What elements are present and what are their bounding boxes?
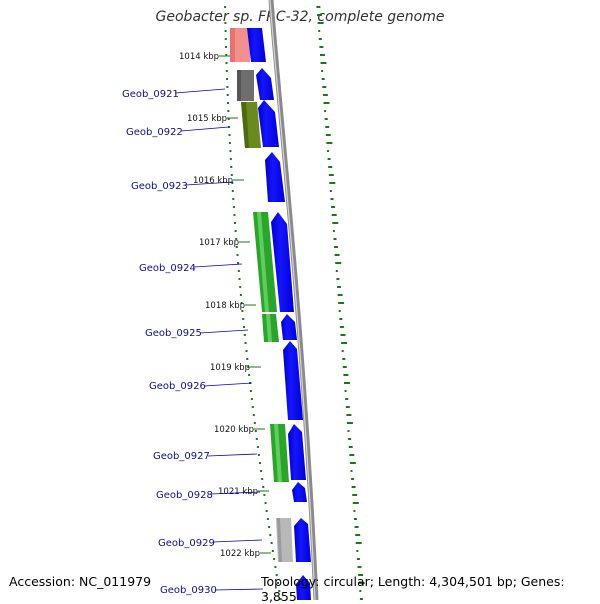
- cds-geob-0923: [265, 152, 285, 202]
- map-title: Geobacter sp. FRC-32, complete genome: [155, 9, 445, 25]
- gene-label-geob-0927[interactable]: Geob_0927: [153, 451, 210, 462]
- accession-text: Accession: NC_011979: [9, 574, 152, 589]
- genome-backbone: [268, 0, 319, 600]
- cds-geob-0922: [258, 100, 279, 147]
- kbp-ticks: 1014 kbp 1015 kbp 1016 kbp 1017 kbp 1018…: [179, 52, 271, 559]
- tick-label-1017: 1017 kbp: [199, 238, 239, 248]
- cds-geob-0924: [271, 212, 294, 312]
- tick-label-1022: 1022 kbp: [220, 549, 260, 559]
- cds-geob-0921: [256, 68, 274, 100]
- gene-labels: Geob_0921 Geob_0922 Geob_0923 Geob_0924 …: [122, 88, 264, 596]
- gene-label-geob-0930[interactable]: Geob_0930: [160, 585, 217, 596]
- cds-track: [247, 28, 311, 600]
- gene-label-geob-0926[interactable]: Geob_0926: [149, 381, 206, 392]
- gene-label-geob-0928[interactable]: Geob_0928: [156, 490, 213, 501]
- cds-geob-0928: [292, 482, 307, 502]
- gene-label-geob-0922[interactable]: Geob_0922: [126, 127, 183, 138]
- cog-block-0921: [237, 70, 254, 101]
- tick-label-1016: 1016 kbp: [193, 176, 233, 186]
- cds-geob-0920: [247, 28, 266, 62]
- cds-geob-0927: [288, 424, 306, 480]
- tick-label-1015: 1015 kbp: [187, 114, 227, 124]
- tick-label-1020: 1020 kbp: [214, 425, 254, 435]
- cds-geob-0925: [281, 314, 297, 340]
- gene-label-geob-0924[interactable]: Geob_0924: [139, 263, 196, 274]
- cds-geob-0930: [296, 575, 311, 600]
- cog-track: [237, 70, 293, 562]
- tick-label-1019: 1019 kbp: [210, 363, 250, 373]
- tick-label-1014: 1014 kbp: [179, 52, 219, 62]
- gc-skew-inner: [224, 6, 282, 600]
- tick-label-1021: 1021 kbp: [218, 487, 258, 497]
- gene-label-geob-0929[interactable]: Geob_0929: [158, 538, 215, 549]
- gene-label-geob-0923[interactable]: Geob_0923: [131, 181, 188, 192]
- cds-geob-0929: [294, 518, 311, 562]
- gene-label-geob-0921[interactable]: Geob_0921: [122, 89, 179, 100]
- gc-content-outer: [316, 6, 365, 600]
- gene-label-geob-0925[interactable]: Geob_0925: [145, 328, 202, 339]
- cds-geob-0926: [283, 341, 303, 420]
- tick-label-1018: 1018 kbp: [205, 301, 245, 311]
